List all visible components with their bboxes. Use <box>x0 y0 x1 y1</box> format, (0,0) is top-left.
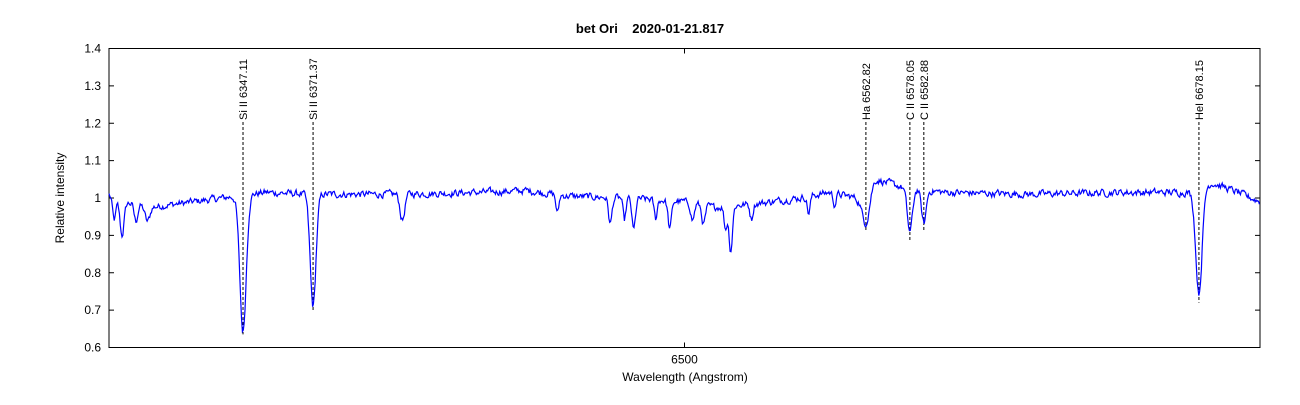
line-marker-label: HeI 6678.15 <box>1194 60 1206 120</box>
y-axis-label: Relative intensity <box>53 153 67 244</box>
y-tick-label: 1.2 <box>84 116 101 130</box>
y-tick-label: 1.4 <box>84 42 101 56</box>
line-marker-label: C II 6582.88 <box>919 60 931 120</box>
spectrum-line <box>108 177 1260 334</box>
y-tick-label: 0.6 <box>84 341 101 355</box>
y-tick-label: 0.9 <box>84 228 101 242</box>
plot-frame <box>108 48 1261 348</box>
x-tick-label: 6500 <box>671 353 698 367</box>
line-marker-label: Si II 6371.37 <box>308 58 320 120</box>
line-marker-label: Si II 6347.11 <box>238 59 250 120</box>
y-tick-label: 0.7 <box>84 303 101 317</box>
y-tick-label: 0.8 <box>84 266 101 280</box>
line-marker-label: C II 6578.05 <box>905 60 917 120</box>
y-tick-label: 1 <box>94 191 101 205</box>
line-marker-label: Ha 6562.82 <box>861 63 873 120</box>
x-axis-label: Wavelength (Angstrom) <box>622 370 748 384</box>
y-tick-label: 1.1 <box>84 154 101 168</box>
y-tick-label: 1.3 <box>84 79 101 93</box>
chart-title: bet Ori 2020-01-21.817 <box>576 21 724 36</box>
